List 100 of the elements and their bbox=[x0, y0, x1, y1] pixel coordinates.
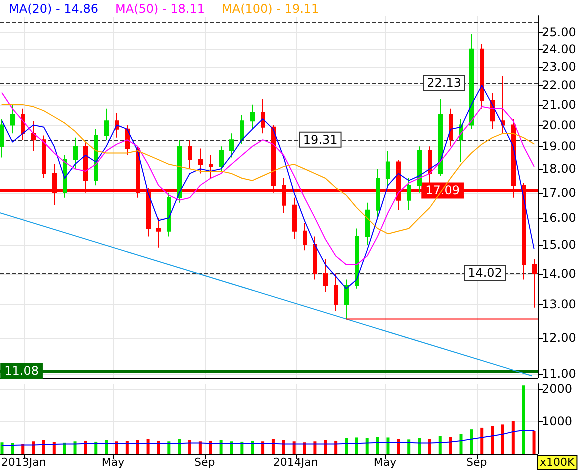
bar bbox=[198, 442, 202, 454]
text: MA(50) - 18.11 bbox=[116, 2, 206, 16]
bar bbox=[438, 436, 442, 454]
candlestick bbox=[94, 128, 98, 186]
bar bbox=[74, 442, 77, 454]
bar bbox=[84, 440, 88, 454]
candlestick bbox=[501, 76, 505, 134]
bar bbox=[251, 440, 254, 454]
x-tick-label: 2014Jan bbox=[273, 456, 318, 469]
bar bbox=[105, 440, 108, 454]
bar bbox=[418, 438, 422, 454]
line-series bbox=[2, 430, 535, 446]
bar bbox=[209, 440, 212, 454]
x-tick-label: Sep bbox=[194, 456, 216, 469]
bar bbox=[115, 442, 118, 454]
y-tick-label: 15.00 bbox=[542, 238, 576, 252]
candlestick bbox=[21, 108, 25, 141]
bar bbox=[449, 437, 452, 454]
y-tick-label: 17.00 bbox=[542, 186, 576, 200]
candlestick bbox=[73, 137, 78, 170]
candlestick bbox=[303, 222, 307, 252]
bar bbox=[491, 426, 494, 454]
y-tick-label: 19.00 bbox=[542, 140, 576, 154]
bar bbox=[292, 442, 296, 454]
bar bbox=[42, 440, 46, 454]
bar bbox=[376, 437, 380, 454]
y-tick-label: 24.00 bbox=[542, 42, 576, 56]
candlestick bbox=[449, 108, 453, 148]
x-tick-label: Sep bbox=[466, 456, 488, 469]
candlestick bbox=[334, 273, 338, 312]
candlestick bbox=[198, 148, 203, 174]
annotation: 19.31 bbox=[303, 132, 338, 147]
candlestick bbox=[469, 34, 474, 130]
candlestick bbox=[104, 108, 109, 141]
bar bbox=[460, 434, 463, 454]
annotation: 22.13 bbox=[427, 76, 462, 90]
candlestick bbox=[386, 150, 390, 189]
line-series bbox=[2, 104, 535, 235]
candlestick bbox=[480, 44, 484, 110]
bar bbox=[408, 440, 411, 454]
annotation: 11.08 bbox=[4, 364, 39, 378]
candlestick bbox=[292, 197, 297, 240]
y-tick-label: 13.00 bbox=[542, 298, 576, 312]
y-tick-label: 23.00 bbox=[542, 60, 576, 74]
bar bbox=[240, 442, 244, 454]
candlestick bbox=[417, 146, 422, 194]
y-axis-title: x100K bbox=[540, 456, 576, 469]
candlestick bbox=[188, 140, 192, 170]
candlestick bbox=[240, 114, 244, 145]
line-series bbox=[2, 92, 535, 266]
y-tick-label: 16.00 bbox=[542, 211, 576, 226]
bar bbox=[512, 421, 515, 454]
bar bbox=[355, 438, 358, 454]
bar bbox=[428, 439, 432, 454]
candlestick bbox=[365, 202, 370, 246]
candlestick bbox=[209, 154, 213, 179]
bar bbox=[94, 442, 98, 454]
y-tick-label: 21.00 bbox=[542, 98, 576, 112]
candlestick bbox=[219, 146, 224, 172]
annotation: 14.02 bbox=[468, 266, 502, 280]
bar bbox=[63, 442, 66, 454]
y-tick-label: 1000 bbox=[542, 414, 573, 428]
candlestick bbox=[376, 168, 380, 219]
candlestick bbox=[167, 192, 171, 238]
candlestick bbox=[355, 228, 359, 290]
bar bbox=[314, 442, 317, 454]
bar bbox=[282, 440, 286, 454]
text: MA(100) - 19.11 bbox=[222, 2, 320, 16]
bar bbox=[334, 440, 338, 454]
candlestick bbox=[250, 104, 255, 130]
bar bbox=[397, 439, 400, 454]
y-tick-label: 14.00 bbox=[542, 266, 576, 281]
candlestick bbox=[177, 140, 182, 204]
bar bbox=[532, 431, 536, 454]
bar bbox=[501, 424, 504, 454]
x-tick-label: 2013Jan bbox=[1, 456, 46, 469]
candlestick bbox=[532, 258, 537, 308]
candlestick bbox=[438, 98, 443, 177]
candlestick bbox=[156, 218, 161, 248]
y-tick-label: 22.00 bbox=[542, 78, 576, 93]
text: MA(20) - 14.86 bbox=[9, 2, 99, 16]
bar bbox=[262, 442, 265, 454]
bar bbox=[126, 441, 129, 454]
candlestick bbox=[313, 236, 317, 280]
y-tick-label: 11.00 bbox=[542, 367, 576, 382]
bar bbox=[0, 442, 4, 454]
bar bbox=[157, 440, 160, 454]
y-tick-label: 18.00 bbox=[542, 162, 576, 176]
y-tick-label: 2000 bbox=[542, 382, 573, 396]
bar bbox=[470, 430, 474, 454]
bar bbox=[386, 438, 390, 454]
bar bbox=[168, 442, 171, 454]
bar bbox=[230, 442, 234, 454]
bar bbox=[480, 428, 484, 454]
bar bbox=[344, 438, 348, 454]
bar bbox=[32, 442, 36, 454]
candlestick bbox=[344, 279, 349, 320]
candlestick bbox=[407, 178, 411, 211]
y-tick-label: 20.00 bbox=[542, 118, 576, 132]
candlestick bbox=[31, 120, 36, 152]
